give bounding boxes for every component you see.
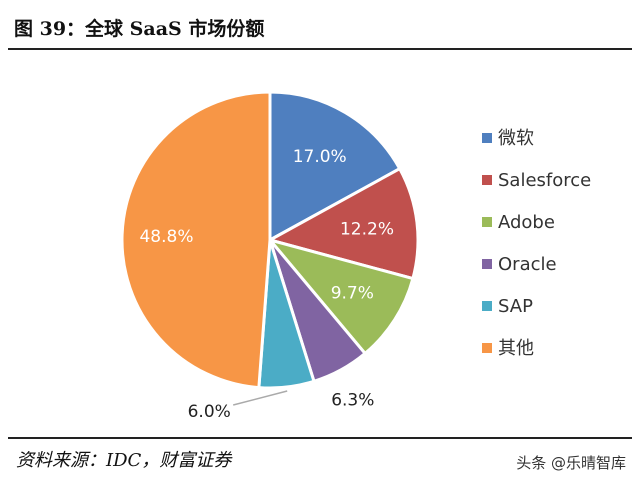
- source-note: 资料来源：IDC，财富证券: [16, 450, 232, 471]
- legend-label-adobe: Adobe: [498, 212, 555, 233]
- chart-legend: 微软 Salesforce Adobe Oracle SAP 其他: [482, 128, 591, 359]
- pie-data-labels: 17.0% 12.2% 9.7% 6.3% 6.0% 48.8%: [139, 147, 394, 422]
- data-label-adobe: 9.7%: [331, 284, 374, 304]
- data-label-slice-6: 48.8%: [139, 227, 193, 247]
- legend-swatch-adobe: [482, 217, 492, 227]
- pie-slice-slice-6: [120, 90, 272, 390]
- legend-swatch-sap: [482, 301, 492, 311]
- legend-swatch-slice-1: [482, 133, 492, 143]
- legend-swatch-slice-6: [482, 343, 492, 353]
- legend-label-sap: SAP: [498, 296, 533, 317]
- title-divider: [8, 48, 632, 50]
- legend-swatch-salesforce: [482, 175, 492, 185]
- figure-title: 图 39：全球 SaaS 市场份额: [14, 18, 265, 40]
- legend-label-slice-6: 其他: [498, 338, 534, 359]
- pie-chart: 17.0% 12.2% 9.7% 6.3% 6.0% 48.8% 微软 Salesforce…: [120, 90, 591, 422]
- data-label-sap: 6.0%: [188, 402, 231, 422]
- data-label-slice-1: 17.0%: [293, 147, 347, 167]
- leader-line-sap: [233, 390, 288, 406]
- pie-slice-adobe: [265, 237, 415, 356]
- legend-swatch-oracle: [482, 259, 492, 269]
- data-label-oracle: 6.3%: [331, 390, 374, 410]
- pie-slice-salesforce: [266, 166, 420, 281]
- legend-label-slice-1: 微软: [498, 128, 534, 149]
- source-divider: [8, 437, 632, 439]
- pie-slices: [120, 90, 420, 390]
- watermark: 头条 @乐晴智库: [516, 454, 626, 472]
- legend-label-oracle: Oracle: [498, 254, 557, 275]
- legend-label-salesforce: Salesforce: [498, 170, 591, 191]
- pie-slice-slice-1: [268, 90, 402, 243]
- data-label-salesforce: 12.2%: [340, 219, 394, 239]
